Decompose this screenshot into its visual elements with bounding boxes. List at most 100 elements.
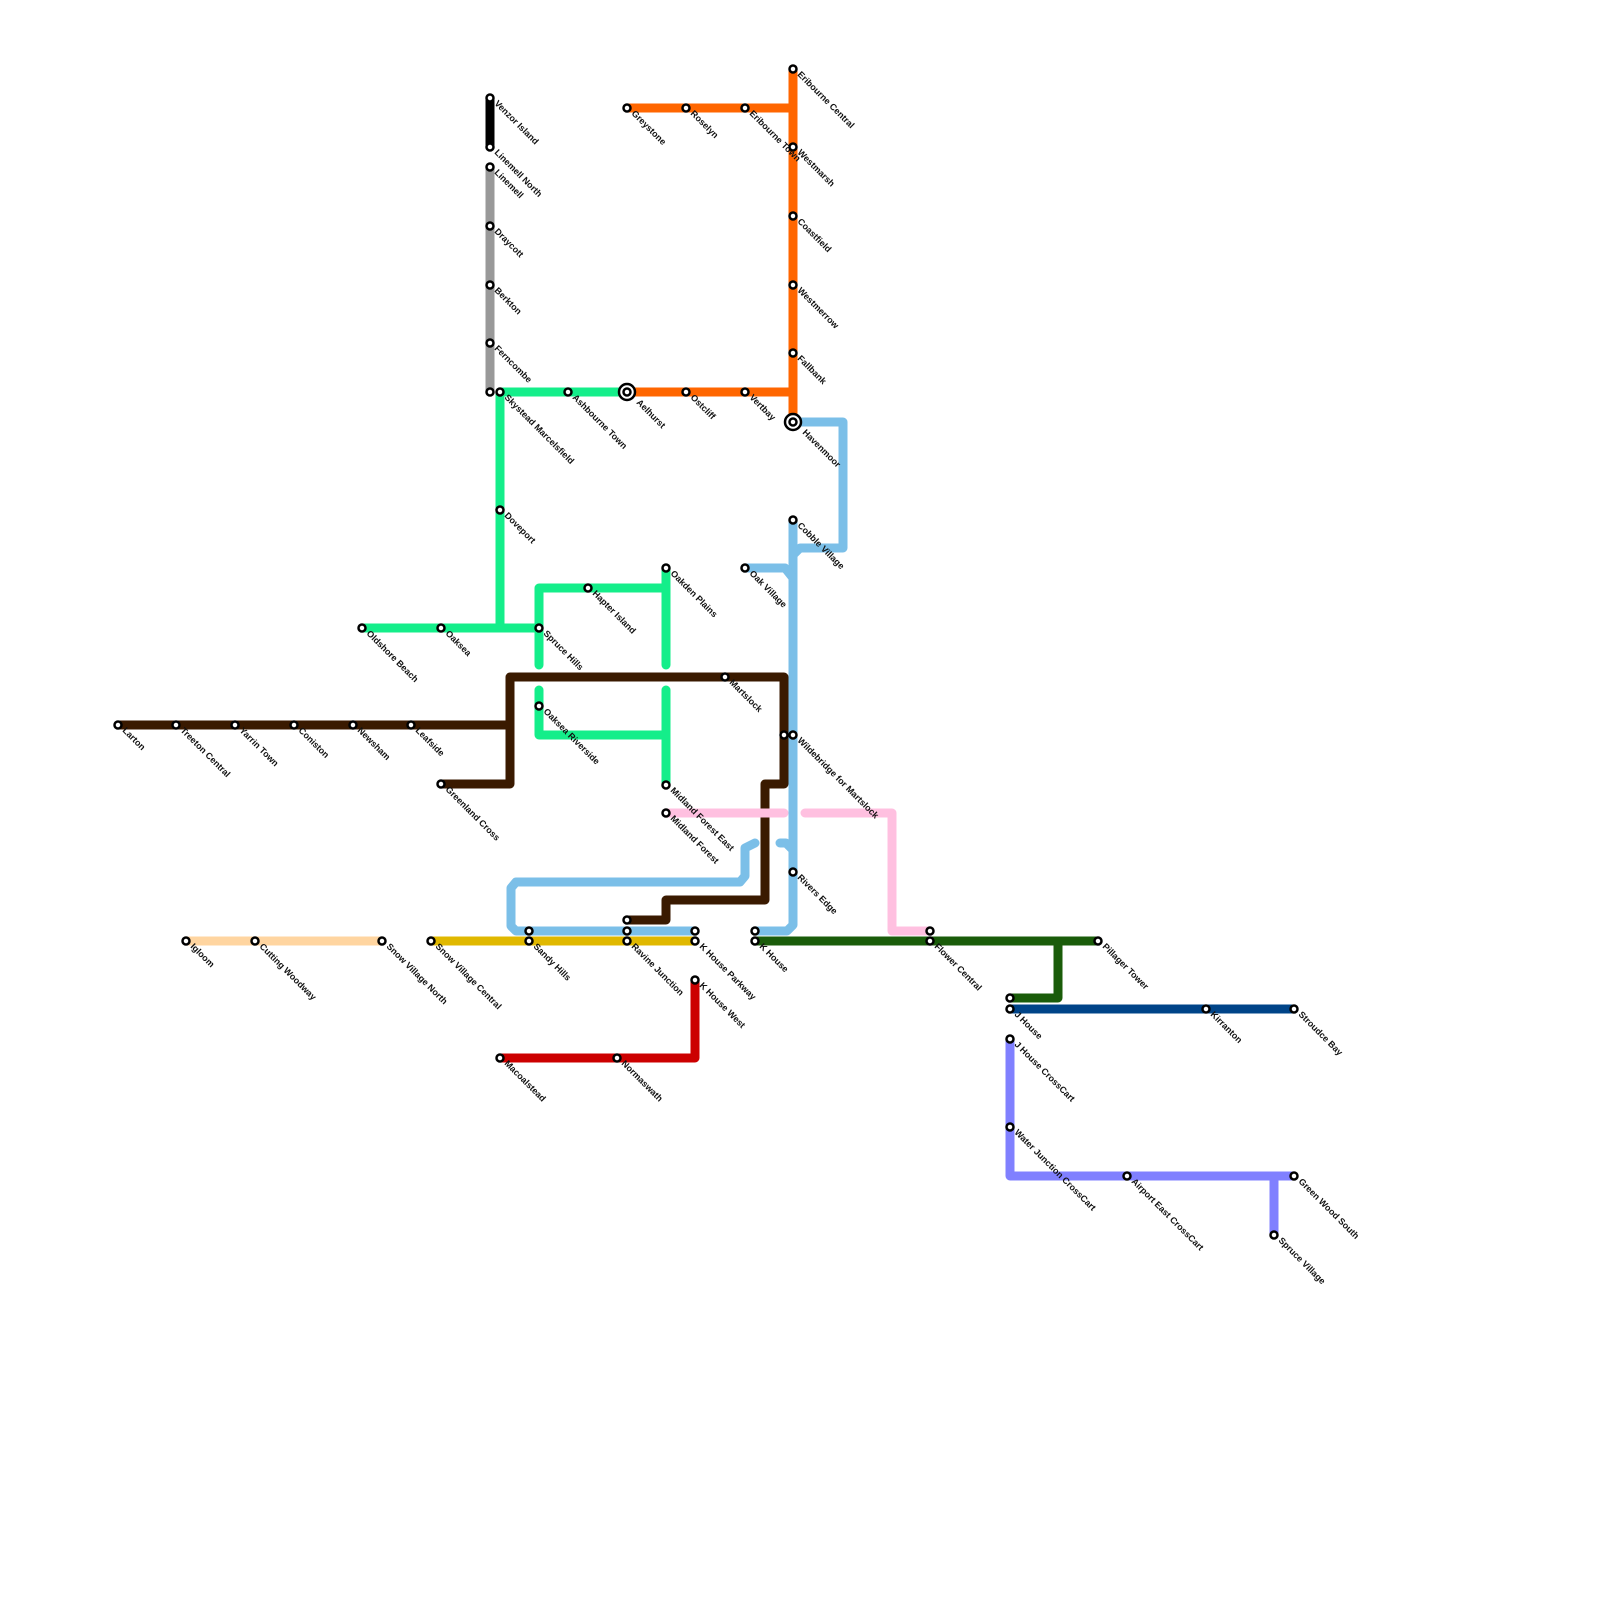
station-marker[interactable] [750, 926, 760, 936]
station-marker[interactable] [485, 387, 495, 397]
station-marker[interactable] [485, 280, 495, 290]
station-label: Oldshore Beach [365, 628, 421, 684]
station-marker[interactable] [357, 623, 367, 633]
station-label: Westmarsh [796, 147, 837, 188]
station-marker[interactable] [720, 672, 730, 682]
station-marker[interactable] [583, 583, 593, 593]
station-marker[interactable] [485, 93, 495, 103]
station-marker[interactable] [230, 720, 240, 730]
station-marker[interactable] [524, 926, 534, 936]
station-marker[interactable] [661, 780, 671, 790]
station-marker[interactable] [1093, 936, 1103, 946]
station-label: Ravine Junction [630, 941, 686, 997]
station-marker[interactable] [622, 103, 632, 113]
station-marker[interactable] [1005, 1122, 1015, 1132]
interchange-marker-inner[interactable] [788, 417, 798, 427]
station-marker[interactable] [563, 387, 573, 397]
station-label: Pillager Tower [1101, 941, 1151, 991]
station-label: Aelhurst [635, 397, 668, 430]
station-marker[interactable] [181, 936, 191, 946]
station-marker[interactable] [250, 936, 260, 946]
station-marker[interactable] [534, 701, 544, 711]
station-marker[interactable] [485, 162, 495, 172]
line-green [534, 563, 671, 633]
station-marker[interactable] [690, 975, 700, 985]
station-marker[interactable] [1201, 1004, 1211, 1014]
station-marker[interactable] [495, 505, 505, 515]
station-marker[interactable] [495, 387, 505, 397]
station-label: Oaksea [444, 628, 474, 658]
station-label: Oakden Plains [669, 568, 720, 619]
station-label: Doveport [503, 510, 538, 545]
station-marker[interactable] [1289, 1004, 1299, 1014]
line-lightblue [750, 515, 798, 936]
station-marker[interactable] [925, 936, 935, 946]
station-marker[interactable] [377, 936, 387, 946]
station-marker[interactable] [348, 720, 358, 730]
station-marker[interactable] [485, 338, 495, 348]
station-marker[interactable] [622, 926, 632, 936]
station-marker[interactable] [740, 103, 750, 113]
station-marker[interactable] [426, 936, 436, 946]
station-marker[interactable] [1122, 1171, 1132, 1181]
station-marker[interactable] [534, 623, 544, 633]
station-marker[interactable] [622, 936, 632, 946]
station-label: Vertbay [748, 392, 778, 422]
station-marker[interactable] [485, 221, 495, 231]
interchange-marker-inner[interactable] [622, 387, 632, 397]
station-marker[interactable] [788, 142, 798, 152]
station-marker[interactable] [681, 103, 691, 113]
station-marker[interactable] [1005, 1034, 1015, 1044]
station-marker[interactable] [1005, 1004, 1015, 1014]
station-marker[interactable] [788, 211, 798, 221]
station-label: Havenmoor [801, 427, 843, 469]
station-label: Kirranton [1209, 1009, 1245, 1045]
station-marker[interactable] [171, 720, 181, 730]
station-marker[interactable] [779, 730, 789, 740]
station-label: Eribourne Central [796, 69, 857, 130]
station-label: Fallbank [796, 353, 830, 387]
station-marker[interactable] [612, 1053, 622, 1063]
station-marker[interactable] [406, 720, 416, 730]
station-marker[interactable] [113, 720, 123, 730]
station-marker[interactable] [1269, 1230, 1279, 1240]
station-label: K House [758, 941, 791, 974]
station-marker[interactable] [690, 926, 700, 936]
station-marker[interactable] [681, 387, 691, 397]
station-label: Leafside [414, 725, 447, 758]
station-marker[interactable] [436, 779, 446, 789]
station-marker[interactable] [788, 515, 798, 525]
station-marker[interactable] [1289, 1171, 1299, 1181]
station-marker[interactable] [1005, 993, 1015, 1003]
station-label: J House [1013, 1009, 1045, 1041]
station-marker[interactable] [740, 387, 750, 397]
station-label: Roselyn [689, 108, 721, 140]
station-marker[interactable] [289, 720, 299, 730]
station-marker[interactable] [740, 563, 750, 573]
station-marker[interactable] [788, 730, 798, 740]
station-label: Newsham [356, 725, 393, 762]
station-marker[interactable] [788, 280, 798, 290]
station-marker[interactable] [750, 936, 760, 946]
station-marker[interactable] [622, 915, 632, 925]
station-marker[interactable] [661, 808, 671, 818]
station-marker[interactable] [925, 926, 935, 936]
station-label: Igloom [189, 941, 217, 969]
station-label: Flower Central [933, 941, 984, 992]
line-brown [436, 672, 789, 925]
station-label: Ashbourne Town [571, 392, 630, 451]
station-marker[interactable] [788, 867, 798, 877]
station-label: Hapter Island [591, 588, 638, 635]
station-marker[interactable] [788, 64, 798, 74]
station-label: Oak Village [748, 568, 789, 609]
station-marker[interactable] [690, 936, 700, 946]
station-marker[interactable] [524, 936, 534, 946]
station-marker[interactable] [788, 348, 798, 358]
station-marker[interactable] [661, 563, 671, 573]
line-red [495, 975, 700, 1063]
station-marker[interactable] [485, 142, 495, 152]
line-lightblue [775, 838, 798, 855]
station-label: Sandy Hills [532, 941, 573, 982]
station-marker[interactable] [436, 623, 446, 633]
station-marker[interactable] [495, 1053, 505, 1063]
